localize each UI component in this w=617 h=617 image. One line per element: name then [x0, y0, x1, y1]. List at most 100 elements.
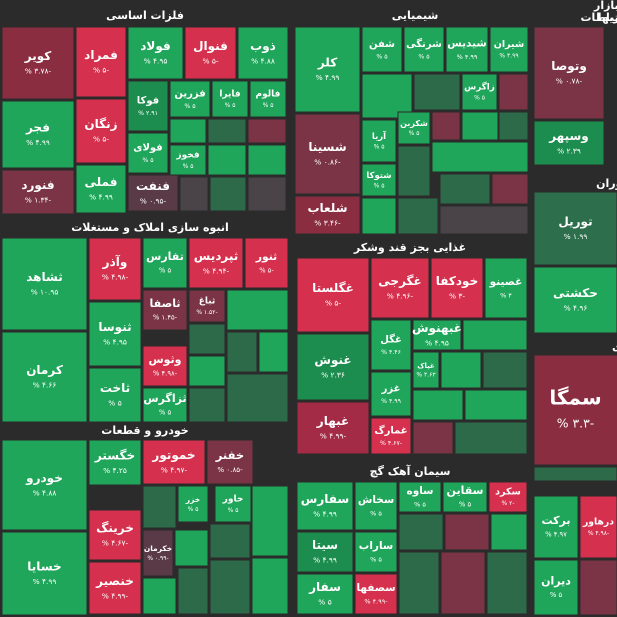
tile-change: -۵ %	[202, 56, 218, 65]
tile-name: درهاور	[582, 516, 614, 527]
tile	[142, 289, 188, 331]
tile	[226, 289, 289, 331]
tile	[88, 561, 142, 615]
tile-name: ثپردیس	[194, 249, 239, 263]
tile	[498, 73, 529, 111]
tile	[1, 26, 75, 100]
tile	[209, 176, 247, 212]
tile-change: -۳.۴۶ %	[314, 218, 341, 227]
tile	[1, 169, 75, 215]
tile	[296, 573, 354, 615]
sector-title: ی و ارتباطات	[581, 11, 617, 24]
tile-change: ۴.۹۶ %	[564, 303, 588, 312]
tile	[207, 144, 247, 176]
tile-change: ۴.۶۳ %	[416, 371, 436, 378]
tile-name: سکرد	[495, 486, 521, 497]
tile-name: غبهنوش	[412, 321, 462, 336]
tile	[251, 485, 289, 557]
tile-change: -۰.۹۹ %	[147, 555, 168, 562]
tile	[431, 111, 461, 141]
tile	[430, 257, 484, 319]
tile	[88, 237, 142, 301]
tile-change: ۵ %	[159, 409, 172, 417]
tile	[206, 439, 254, 485]
tile-name: ثاخت	[100, 381, 130, 395]
tile	[226, 373, 289, 423]
tile-name: خکرمان	[144, 544, 172, 553]
tile-name: کویر	[24, 49, 51, 64]
tile-name: شیدیس	[447, 38, 486, 50]
tile-name: فملی	[85, 175, 118, 189]
sector-title: سه بازار	[593, 0, 617, 12]
tile-change: -۴.۹۸ %	[153, 370, 178, 378]
tile	[88, 367, 142, 423]
tile-name: فجر	[25, 120, 50, 134]
tile-name: غگرجی	[378, 274, 421, 288]
tile	[370, 257, 430, 319]
tile	[142, 439, 206, 485]
tile	[398, 551, 440, 615]
tile	[294, 26, 361, 113]
tile	[184, 26, 237, 80]
tile	[579, 495, 617, 559]
tile-change: ۴.۹۹ %	[313, 555, 337, 564]
sector-title: شیمیایی	[392, 9, 439, 22]
tile-name: ثزاگرس	[143, 392, 186, 405]
tile	[296, 531, 354, 573]
tile-name: ثاصفا	[150, 297, 181, 310]
tile-name: سصفها	[356, 582, 395, 594]
tile-name: خودرو	[25, 471, 63, 486]
tile-name: وآذر	[102, 254, 128, 270]
tile-name: شتوکا	[366, 171, 391, 181]
tile-change: ۵ %	[414, 500, 426, 508]
tile-name: فمراد	[84, 48, 118, 62]
tile	[177, 567, 209, 615]
tile-change: ۵ %	[459, 501, 472, 509]
tile-change: ۱۰.۹۵ %	[31, 287, 59, 296]
tile-name: غپاک	[417, 362, 435, 370]
tile-name: شرنگی	[406, 37, 442, 50]
tile	[88, 439, 142, 486]
tile	[88, 509, 142, 561]
tile	[296, 401, 370, 455]
tile-name: غزر	[381, 384, 401, 395]
tile-change: ۴.۹۹ %	[457, 53, 478, 61]
tile	[142, 237, 188, 289]
tile	[370, 371, 412, 417]
tile	[533, 26, 605, 120]
tile-change: -۴.۹۹ %	[102, 591, 129, 600]
tile	[489, 26, 529, 73]
tile-name: خنصیر	[95, 574, 134, 588]
tile	[127, 174, 179, 212]
tile-change: -۴.۹۹ %	[364, 597, 388, 605]
tile-change: -۵ %	[325, 298, 341, 307]
tile-name: سفار	[308, 580, 341, 594]
sector-title: غذایی بجز قند وشکر	[353, 241, 466, 254]
tile-name: غبهار	[316, 414, 349, 428]
tile-change: -۴.۹۸ %	[102, 272, 129, 281]
tile-name: فخوز	[175, 151, 199, 161]
tile-change: ۵ %	[370, 555, 382, 563]
tile	[412, 389, 464, 421]
tile-change: ۵ %	[108, 398, 121, 407]
tile-change: ۵ %	[183, 163, 194, 170]
tile	[490, 513, 528, 551]
tile	[296, 333, 370, 401]
sector-title: ی	[612, 340, 617, 353]
tile	[142, 387, 188, 423]
tile	[412, 421, 454, 455]
tile	[1, 237, 88, 331]
tile	[127, 26, 184, 80]
tile	[142, 345, 188, 387]
tile-change: -۱.۳۴ %	[25, 195, 52, 204]
tile-name: غگل	[380, 333, 402, 346]
tile	[142, 529, 174, 577]
sector-title: فلزات اساسی	[106, 9, 184, 22]
tile-change: ۵ %	[376, 54, 387, 61]
tile-name: ساراب	[359, 540, 393, 552]
tile	[188, 289, 226, 323]
tile-name: فزرین	[174, 89, 205, 100]
tile-change: -۴.۹۶ %	[387, 291, 414, 300]
tile-name: ثباغ	[199, 297, 216, 307]
tile-name: فایرا	[219, 90, 240, 100]
